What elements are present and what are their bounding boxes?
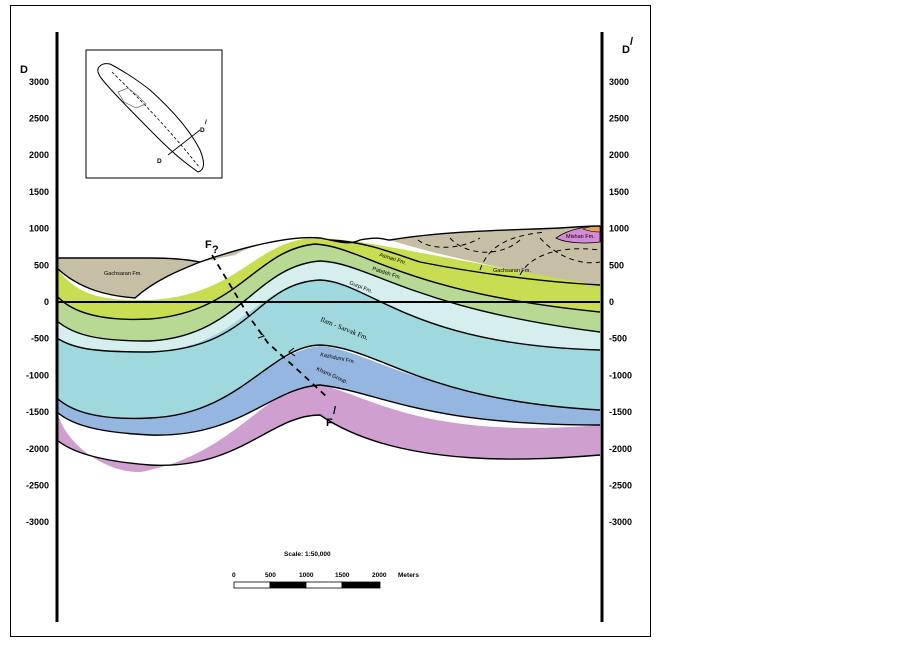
elevation-tick-label: -2000 <box>609 444 632 454</box>
fault-bottom-label: F <box>326 417 333 429</box>
elevation-tick-label: -500 <box>609 334 627 344</box>
gachsaran-formation-right <box>390 226 600 285</box>
elevation-tick-label: -1000 <box>26 370 49 380</box>
asmari-top-boundary <box>329 239 601 286</box>
top-surface-line <box>57 225 601 263</box>
elevation-tick-label: -1500 <box>26 407 49 417</box>
right-section-prime-mark: / <box>630 36 633 48</box>
scale-ratio-text: Scale: 1:50,000 <box>284 551 331 558</box>
dashed-bedding-line <box>519 248 601 276</box>
asmari-base-boundary <box>56 243 601 321</box>
elevation-tick-label: -3000 <box>26 517 49 527</box>
elevation-tick-label: -2500 <box>609 481 632 491</box>
elevation-tick-label: 2500 <box>609 114 629 124</box>
asmari-formation-band <box>57 238 600 320</box>
scale-tick-label: 0 <box>232 572 236 579</box>
elevation-tick-label: 500 <box>609 260 624 270</box>
elevation-tick-label: 2500 <box>29 114 49 124</box>
scale-segment <box>341 581 381 589</box>
fault-top-label: F <box>205 239 212 251</box>
gurpi-base-boundary <box>56 279 601 353</box>
left-elevation-scale: 3000 2500 2000 1500 1000 500 0 -500 -1000 -1500 -2… <box>26 77 49 527</box>
inset-d-label: D <box>157 158 162 165</box>
elevation-tick-label: 0 <box>44 297 49 307</box>
elevation-tick-label: 3000 <box>29 77 49 87</box>
scale-segment <box>269 581 307 589</box>
elevation-tick-label: 2000 <box>609 150 629 160</box>
fault: F ? F / <box>205 239 336 429</box>
elevation-tick-label: 1000 <box>29 224 49 234</box>
formation-boundaries <box>56 225 601 466</box>
anticline-outline <box>97 63 204 173</box>
location-inset-map: D D / <box>85 49 223 179</box>
fault-bottom-mark: / <box>333 405 336 417</box>
dashed-bedding-line <box>417 237 481 248</box>
inset-section-line <box>167 129 201 156</box>
inset-d-prime-mark: / <box>205 119 207 126</box>
elevation-tick-label: -2500 <box>26 481 49 491</box>
fault-movement-arrow <box>288 347 296 357</box>
scale-bar: Scale: 1:50,000 0 500 1000 1500 2000 Met… <box>232 551 419 589</box>
scale-tick-label: 2000 <box>372 572 387 579</box>
inset-field-outline <box>117 87 147 109</box>
gachsaran-left-label: Gachsaran Fm. <box>104 271 142 277</box>
kazhdumi-formation-band <box>57 346 600 436</box>
inset-d-prime-label: D <box>200 127 205 134</box>
mishan-formation-label: Mishan Fm. <box>566 234 595 240</box>
elevation-tick-label: 1000 <box>609 224 629 234</box>
scale-segment <box>233 581 271 589</box>
fault-movement-arrow <box>257 329 265 339</box>
pabdeh-base-boundary <box>56 260 601 342</box>
right-elevation-scale: 3000 2500 2000 1500 1000 500 0 -500 -1000 -1500 -2… <box>609 77 632 527</box>
elevation-tick-label: -500 <box>31 334 49 344</box>
right-section-label: D <box>622 44 630 56</box>
inset-frame <box>85 49 223 179</box>
left-section-label: D <box>20 64 28 76</box>
khami-group-band <box>57 384 600 472</box>
mishan-outcrop: Mishan Fm. <box>555 225 601 244</box>
pabdeh-formation-band <box>57 243 600 341</box>
elevation-tick-label: 1500 <box>609 187 629 197</box>
anticline-axis <box>111 71 201 169</box>
elevation-tick-label: -3000 <box>609 517 632 527</box>
kazhdumi-base-boundary <box>56 384 601 436</box>
gachsaran-right-label: Gachsaran Fm. <box>493 268 531 274</box>
fault-trace <box>211 254 329 399</box>
scale-tick-label: 1000 <box>299 572 314 579</box>
elevation-tick-label: -1000 <box>609 370 632 380</box>
elevation-tick-label: 3000 <box>609 77 629 87</box>
fault-query-mark: ? <box>212 244 219 256</box>
ilam-sarvak-formation-band <box>57 278 600 419</box>
scale-tick-label: 1500 <box>335 572 350 579</box>
elevation-tick-label: 2000 <box>29 150 49 160</box>
gachsaran-formation-left <box>57 258 200 298</box>
asmari-top-boundary <box>56 261 201 299</box>
khami-base-boundary <box>56 414 601 466</box>
scale-unit-label: Meters <box>398 572 419 579</box>
ilam-sarvak-base-boundary <box>56 344 601 420</box>
dashed-bedding-line <box>539 237 601 264</box>
scale-tick-label: 500 <box>265 572 276 579</box>
dashed-bedding-line <box>479 231 546 271</box>
elevation-tick-label: 500 <box>34 260 49 270</box>
gachsaran-internal-lines <box>417 231 601 276</box>
mishan-formation-top <box>582 225 601 233</box>
elevation-tick-label: 1500 <box>29 187 49 197</box>
elevation-tick-label: -1500 <box>609 407 632 417</box>
strata <box>57 226 600 472</box>
dashed-bedding-line <box>449 237 521 253</box>
elevation-tick-label: 0 <box>609 297 614 307</box>
gurpi-formation-band <box>57 260 600 352</box>
figure-frame <box>10 5 651 637</box>
elevation-tick-label: -2000 <box>26 444 49 454</box>
scale-segment <box>305 581 343 589</box>
